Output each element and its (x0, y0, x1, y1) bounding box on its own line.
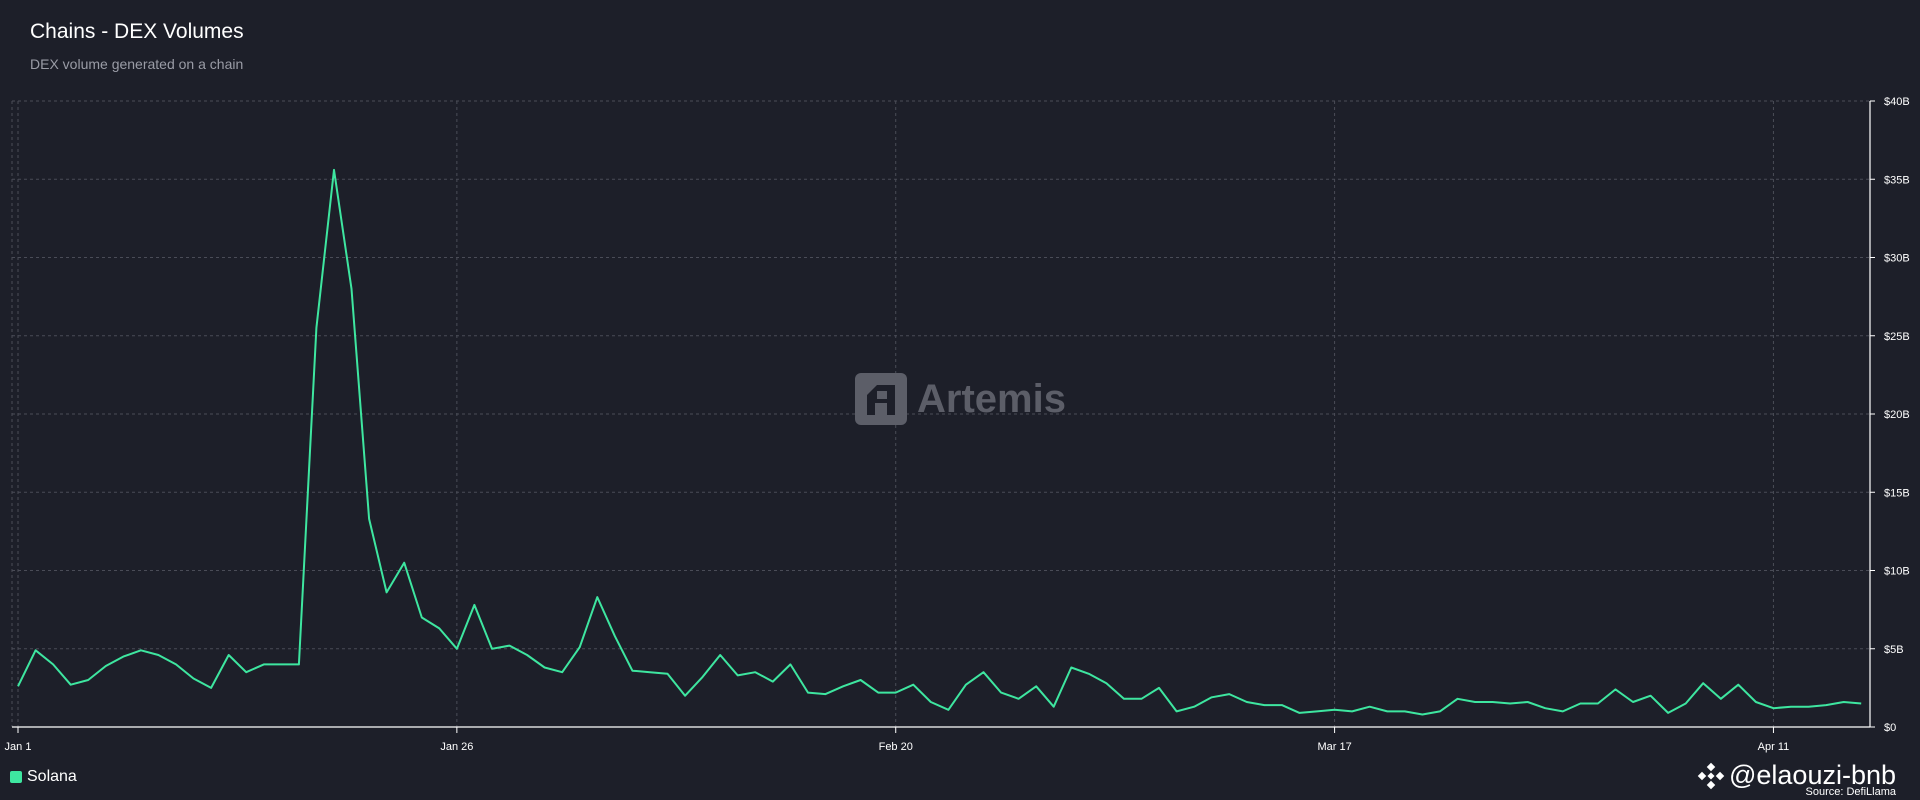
legend-label-solana: Solana (27, 768, 77, 785)
watermark-text: Artemis (917, 376, 1066, 421)
source-note: Source: DefiLlama (1805, 786, 1897, 798)
x-tick-label: Feb 20 (879, 741, 913, 753)
handle-text: @elaouzi-bnb (1728, 760, 1896, 790)
chart-subtitle: DEX volume generated on a chain (30, 56, 244, 72)
y-tick-label: $40B (1884, 96, 1910, 108)
legend[interactable]: Solana (10, 768, 77, 786)
x-tick-label: Apr 11 (1758, 741, 1790, 753)
binance-logo-icon (1697, 762, 1725, 789)
y-tick-label: $0 (1884, 722, 1896, 734)
y-tick-label: $10B (1884, 566, 1910, 578)
y-tick-label: $5B (1884, 644, 1904, 656)
artemis-watermark: Artemis (855, 373, 1066, 425)
y-tick-label: $20B (1884, 409, 1910, 421)
x-tick-label: Jan 1 (5, 741, 32, 753)
x-tick-label: Mar 17 (1317, 741, 1351, 753)
series-line-solana (17, 168, 1862, 716)
artemis-logo-icon (855, 373, 907, 425)
chart-title: Chains - DEX Volumes (30, 20, 244, 43)
x-tick-label: Jan 26 (440, 741, 473, 753)
y-tick-label: $35B (1884, 174, 1910, 186)
y-tick-label: $30B (1884, 253, 1910, 265)
y-tick-label: $15B (1884, 487, 1910, 499)
legend-swatch (10, 771, 22, 783)
author-handle: @elaouzi-bnb (1697, 760, 1896, 791)
y-tick-label: $25B (1884, 331, 1910, 343)
